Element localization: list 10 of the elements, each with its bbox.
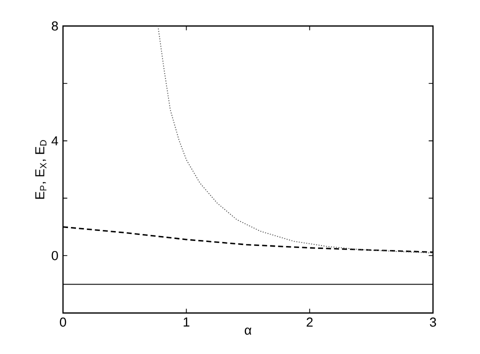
y-tick-label: 0 — [52, 250, 58, 260]
x-tick-label: 1 — [184, 318, 190, 326]
x-axis-title: α — [244, 328, 252, 335]
y-tick-label: 8 — [52, 21, 58, 31]
y-tick-label: 4 — [52, 136, 58, 146]
x-tick-label: 0 — [60, 318, 66, 327]
x-tick-label: 3 — [430, 318, 436, 327]
line-series — [158, 26, 433, 254]
x-tick-label: 2 — [306, 318, 313, 327]
y-axis-title: E$_{P}$, E$_{X}$, E$_{D}$ — [35, 140, 46, 199]
